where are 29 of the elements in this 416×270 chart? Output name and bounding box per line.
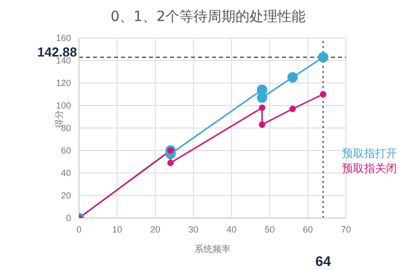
point <box>318 52 328 63</box>
y-tick-label: 100 <box>56 100 71 111</box>
point <box>258 121 266 128</box>
y-tick-label: 60 <box>60 146 71 156</box>
point <box>320 91 326 98</box>
point <box>256 92 268 103</box>
text: 预取指打开 <box>342 146 398 161</box>
chart-title: 0、1、2个等待周期的处理性能 <box>110 8 306 26</box>
x-tick-label: 30 <box>188 224 198 234</box>
x-tick-label: 70 <box>340 224 352 234</box>
point <box>167 160 174 166</box>
y-tick-label: 120 <box>56 78 71 88</box>
x-tick-label: 40 <box>226 224 237 234</box>
x-tick-label: 60 <box>302 224 313 234</box>
y-tick-label: 20 <box>60 190 71 201</box>
x-tick-label: 20 <box>150 224 160 234</box>
y-tick-label: 0 <box>66 213 71 224</box>
y-tick-label: 160 <box>56 33 71 44</box>
x-tick-label: 10 <box>112 224 122 234</box>
point <box>287 72 298 83</box>
y-tick-label: 140 <box>56 56 71 66</box>
y-tick-label: 40 <box>60 168 71 178</box>
point <box>289 106 296 112</box>
ref-line-label: 64 <box>315 253 332 269</box>
x-tick-label: 0 <box>76 224 82 234</box>
point <box>258 104 266 111</box>
x-tick-label: 50 <box>264 224 275 234</box>
x-axis-title: 系统频率 <box>194 244 230 254</box>
text: 预取指关闭 <box>342 161 398 176</box>
